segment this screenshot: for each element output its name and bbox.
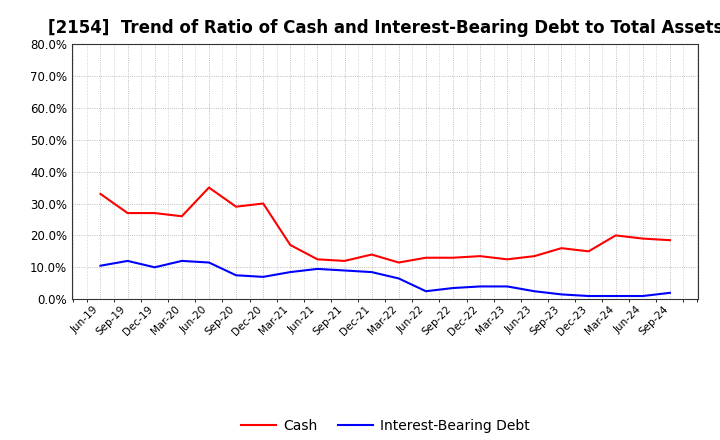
Cash — [449, 255, 457, 260]
Cash — [530, 253, 539, 259]
Cash — [665, 238, 674, 243]
Cash — [367, 252, 376, 257]
Interest-Bearing Debt — [123, 258, 132, 264]
Cash — [232, 204, 240, 209]
Interest-Bearing Debt — [557, 292, 566, 297]
Cash — [639, 236, 647, 241]
Interest-Bearing Debt — [96, 263, 105, 268]
Cash — [584, 249, 593, 254]
Cash — [476, 253, 485, 259]
Interest-Bearing Debt — [449, 286, 457, 291]
Interest-Bearing Debt — [367, 269, 376, 275]
Interest-Bearing Debt — [204, 260, 213, 265]
Interest-Bearing Debt — [584, 293, 593, 299]
Cash — [313, 257, 322, 262]
Cash — [421, 255, 430, 260]
Interest-Bearing Debt — [639, 293, 647, 299]
Cash — [204, 185, 213, 190]
Cash — [611, 233, 620, 238]
Cash — [286, 242, 294, 248]
Interest-Bearing Debt — [421, 289, 430, 294]
Cash — [178, 214, 186, 219]
Interest-Bearing Debt — [286, 269, 294, 275]
Cash — [123, 210, 132, 216]
Cash — [96, 191, 105, 197]
Interest-Bearing Debt — [341, 268, 349, 273]
Interest-Bearing Debt — [530, 289, 539, 294]
Interest-Bearing Debt — [503, 284, 511, 289]
Interest-Bearing Debt — [232, 273, 240, 278]
Cash — [557, 246, 566, 251]
Interest-Bearing Debt — [150, 265, 159, 270]
Interest-Bearing Debt — [611, 293, 620, 299]
Interest-Bearing Debt — [178, 258, 186, 264]
Line: Interest-Bearing Debt: Interest-Bearing Debt — [101, 261, 670, 296]
Cash — [395, 260, 403, 265]
Interest-Bearing Debt — [313, 266, 322, 271]
Legend: Cash, Interest-Bearing Debt: Cash, Interest-Bearing Debt — [235, 413, 535, 438]
Cash — [503, 257, 511, 262]
Cash — [150, 210, 159, 216]
Cash — [341, 258, 349, 264]
Interest-Bearing Debt — [665, 290, 674, 296]
Interest-Bearing Debt — [476, 284, 485, 289]
Title: [2154]  Trend of Ratio of Cash and Interest-Bearing Debt to Total Assets: [2154] Trend of Ratio of Cash and Intere… — [48, 19, 720, 37]
Interest-Bearing Debt — [395, 276, 403, 281]
Cash — [259, 201, 268, 206]
Line: Cash: Cash — [101, 187, 670, 263]
Interest-Bearing Debt — [259, 274, 268, 279]
